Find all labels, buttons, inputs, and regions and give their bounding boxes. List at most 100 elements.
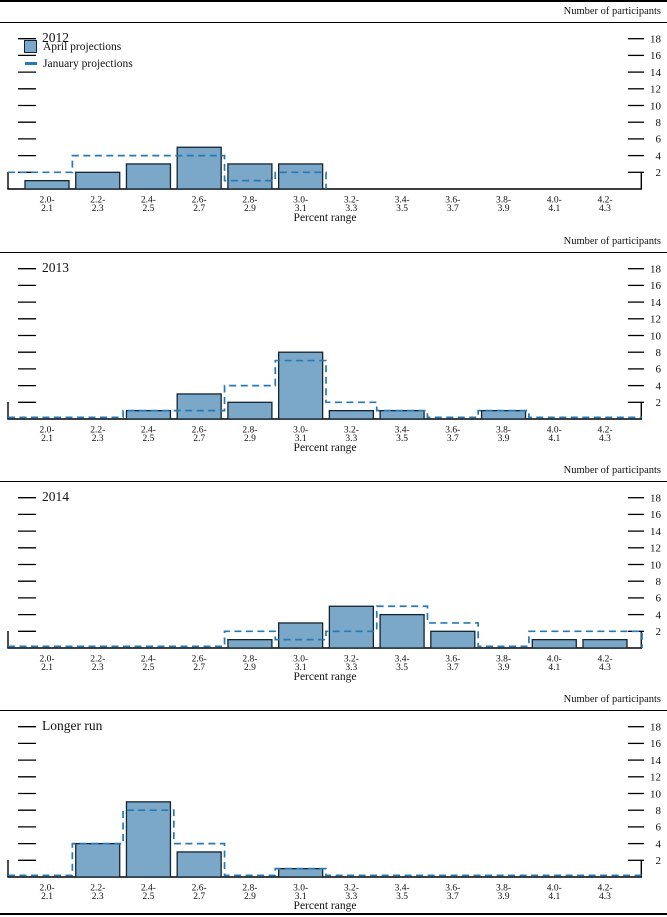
y-tick-label: 14 (650, 297, 662, 309)
april-bar (227, 638, 273, 649)
panel-top-rule (0, 22, 667, 24)
x-tick-label: 3.2-3.3 (344, 655, 359, 674)
panel-title: 2012 (42, 30, 69, 45)
x-tick-label: 2.0-2.1 (39, 196, 54, 215)
x-tick-label: 4.0-4.1 (547, 884, 562, 903)
y-tick-label: 18 (650, 264, 662, 276)
y-tick-label: 8 (656, 117, 662, 129)
april-bar (176, 393, 222, 420)
y-tick-label: 6 (656, 822, 662, 834)
x-tick-label: 3.2-3.3 (344, 884, 359, 903)
april-bar (176, 146, 222, 190)
panel-title: Longer run (42, 718, 103, 733)
x-tick-label: 3.8-3.9 (496, 884, 511, 903)
x-tick-label: 2.2-2.3 (90, 655, 105, 674)
x-axis-title: Percent range (293, 442, 357, 454)
april-bar (328, 605, 375, 649)
x-tick-label: 2.6-2.7 (192, 884, 207, 903)
april-bar (277, 163, 324, 190)
x-tick-label: 2.6-2.7 (192, 655, 207, 674)
x-tick-label: 3.4-3.5 (395, 884, 410, 903)
april-bar (582, 638, 628, 649)
y-tick-label: 10 (650, 330, 662, 342)
x-axis-title: Percent range (293, 900, 357, 912)
x-tick-label: 2.4-2.5 (141, 884, 156, 903)
april-bar (379, 613, 425, 649)
x-tick-label: 2.8-2.9 (242, 655, 257, 674)
x-tick-label: 3.6-3.7 (445, 426, 460, 445)
x-tick-label: 2.2-2.3 (90, 426, 105, 445)
april-bar (430, 630, 476, 649)
april-bar-swatch-icon (24, 40, 37, 53)
x-tick-label: 4.0-4.1 (547, 655, 562, 674)
y-axis-title: Number of participants (563, 6, 661, 17)
histogram-plot-2014: 2 4 6 8 10 12 14 16 18 2.0-2.1 2.2-2.3 2.4-2.5 2.6-2… (7, 493, 662, 674)
y-tick-label: 10 (650, 559, 662, 571)
y-axis-title: Number of participants (563, 236, 661, 247)
y-tick-label: 4 (656, 150, 662, 162)
april-bar (531, 638, 577, 649)
x-tick-label: 2.8-2.9 (242, 426, 257, 445)
january-dash-swatch-icon (25, 62, 37, 65)
y-tick-label: 2 (656, 626, 662, 638)
january-line (8, 154, 327, 189)
y-tick-label: 4 (656, 380, 662, 392)
x-tick-label: 2.0-2.1 (39, 426, 54, 445)
x-tick-label: 3.2-3.3 (344, 426, 359, 445)
y-tick-label: 12 (650, 314, 661, 326)
y-tick-label: 12 (650, 772, 661, 784)
april-bar (379, 409, 425, 420)
x-axis-title: Percent range (293, 671, 357, 683)
histogram-plot-2013: 2 4 6 8 10 12 14 16 18 2.0-2.1 2.2-2.3 2.4-2.5 2.6-2… (7, 264, 662, 445)
x-tick-label: 4.2-4.3 (597, 884, 612, 903)
x-tick-label: 4.2-4.3 (597, 655, 612, 674)
panel-2012: Number of participants 2012 April projec… (0, 1, 667, 229)
april-bar (75, 171, 121, 190)
y-tick-label: 2 (656, 167, 662, 179)
april-bar (227, 163, 273, 190)
x-tick-label: 3.0-3.1 (293, 655, 308, 674)
april-bar (125, 801, 172, 878)
april-bar (277, 622, 324, 649)
y-tick-label: 12 (650, 543, 661, 555)
figure-top-rule (0, 0, 667, 3)
x-tick-label: 2.4-2.5 (141, 196, 156, 215)
y-tick-label: 10 (650, 100, 662, 112)
april-bar (24, 179, 70, 190)
panel-longer-run: Number of participants Longer run 2 4 6 8 10… (0, 689, 667, 917)
x-tick-label: 3.8-3.9 (496, 655, 511, 674)
panel-top-rule (0, 710, 667, 712)
histogram-plot-longer-run: 2 4 6 8 10 12 14 16 18 2.0-2.1 2.2-2.3 2.4-2.5 2.6-2… (7, 722, 662, 903)
y-tick-label: 6 (656, 593, 662, 605)
legend-item-april: April projections (24, 40, 133, 53)
x-tick-label: 2.0-2.1 (39, 655, 54, 674)
y-tick-label: 14 (650, 67, 662, 79)
y-tick-label: 8 (656, 347, 662, 359)
y-axis-title: Number of participants (563, 694, 661, 705)
y-tick-label: 18 (650, 34, 662, 46)
y-tick-label: 8 (656, 805, 662, 817)
y-tick-label: 10 (650, 788, 662, 800)
y-tick-label: 2 (656, 855, 662, 867)
x-tick-label: 2.4-2.5 (141, 655, 156, 674)
x-tick-label: 2.8-2.9 (242, 884, 257, 903)
legend-label: April projections (43, 40, 122, 53)
x-tick-label: 3.6-3.7 (445, 655, 460, 674)
x-tick-label: 3.4-3.5 (395, 655, 410, 674)
x-tick-label: 3.6-3.7 (445, 196, 460, 215)
y-tick-label: 6 (656, 134, 662, 146)
april-bar (125, 163, 172, 190)
figure-bottom-rule (0, 913, 667, 916)
y-tick-label: 4 (656, 609, 662, 621)
x-tick-label: 2.4-2.5 (141, 426, 156, 445)
y-tick-label: 16 (650, 50, 662, 62)
x-tick-label: 3.2-3.3 (344, 196, 359, 215)
y-tick-label: 14 (650, 526, 662, 538)
y-tick-label: 12 (650, 84, 661, 96)
x-tick-label: 4.2-4.3 (597, 426, 612, 445)
x-tick-label: 3.0-3.1 (293, 196, 308, 215)
panel-title: 2013 (42, 260, 69, 275)
x-tick-label: 2.2-2.3 (90, 884, 105, 903)
y-axis-title: Number of participants (563, 465, 661, 476)
y-tick-label: 8 (656, 576, 662, 588)
